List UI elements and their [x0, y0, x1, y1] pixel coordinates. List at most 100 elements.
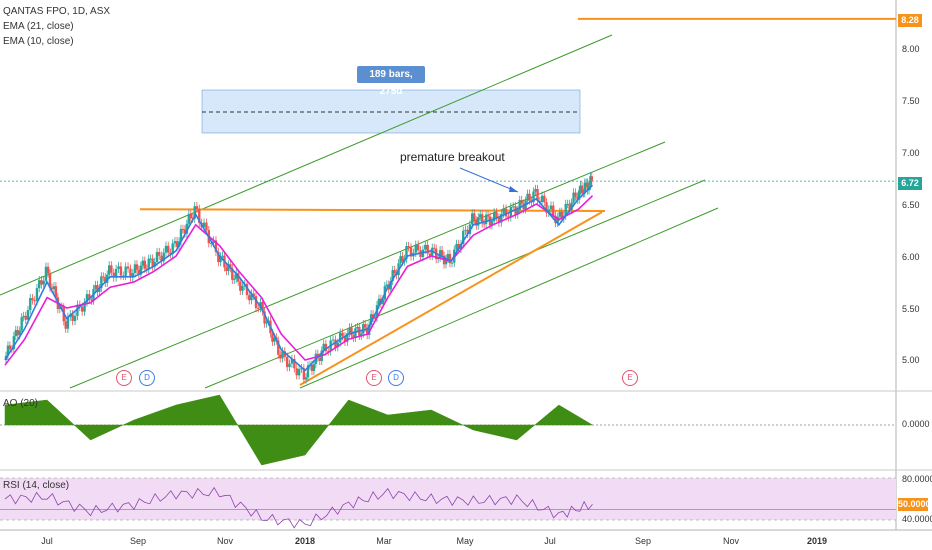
candle-body — [341, 332, 344, 337]
candle-body — [129, 268, 132, 278]
candle-body — [252, 293, 255, 297]
candle-body — [312, 364, 316, 372]
candle-body — [401, 256, 404, 262]
candle-body — [306, 365, 310, 378]
candle-body — [486, 214, 490, 217]
candle-body — [12, 336, 16, 350]
candle-body — [492, 212, 496, 222]
candle-body — [558, 211, 562, 217]
candle-body — [438, 250, 442, 258]
channel-line — [204, 179, 706, 389]
candle-body — [365, 327, 369, 335]
candle-body — [310, 364, 314, 372]
candle-body — [405, 246, 408, 260]
candle-body — [40, 280, 43, 285]
price-tick: 5.00 — [902, 355, 920, 365]
candle-body — [102, 276, 105, 278]
candle-body — [500, 213, 503, 223]
candle-body — [279, 354, 282, 359]
channel-line — [299, 207, 719, 389]
candle-body — [385, 284, 389, 287]
dividend-event-icon[interactable]: D — [388, 370, 404, 386]
candle-body — [572, 192, 575, 203]
candle-body — [518, 200, 521, 211]
candle-body — [574, 192, 577, 197]
candle-body — [175, 241, 179, 247]
candle-body — [440, 250, 444, 256]
candle-body — [324, 343, 328, 352]
candle-body — [263, 311, 266, 324]
candle-body — [33, 300, 36, 302]
candle-body — [76, 304, 79, 316]
ao-tick: 0.0000 — [902, 419, 930, 429]
candle-body — [504, 208, 508, 217]
candle-body — [245, 283, 249, 296]
candle-body — [360, 333, 363, 336]
candle-body — [490, 221, 494, 226]
candle-body — [433, 247, 436, 249]
dividend-event-icon[interactable]: D — [139, 370, 155, 386]
candle-body — [205, 222, 208, 231]
candle-body — [556, 216, 559, 223]
candle-body — [482, 223, 486, 225]
candle-body — [566, 203, 569, 205]
candle-body — [209, 242, 213, 244]
price-tick: 5.50 — [902, 304, 920, 314]
candle-body — [257, 307, 260, 309]
candle-body — [137, 269, 141, 275]
candle-body — [316, 353, 320, 358]
time-tick: Jul — [41, 536, 53, 546]
candle-body — [507, 216, 510, 218]
candle-body — [90, 299, 93, 301]
candle-body — [346, 333, 349, 342]
candle-body — [88, 294, 91, 300]
candle-body — [271, 333, 274, 342]
candle-body — [73, 315, 77, 322]
candle-body — [560, 211, 564, 219]
candle-body — [484, 214, 488, 224]
candle-body — [331, 339, 335, 341]
date-range-measure-label: 189 bars, 275d — [357, 66, 425, 97]
candle-body — [428, 253, 432, 257]
candle-body — [589, 176, 592, 186]
candle-body — [254, 296, 258, 308]
candle-body — [466, 229, 469, 234]
candle-body — [231, 268, 234, 280]
rsi-band — [0, 478, 896, 520]
candle-body — [448, 254, 452, 264]
candle-body — [60, 306, 63, 308]
candle-body — [141, 260, 145, 266]
ema10-line — [4, 184, 594, 372]
candle-body — [229, 264, 232, 269]
candle-body — [536, 189, 539, 202]
candle-body — [281, 351, 284, 359]
candle-body — [577, 190, 581, 200]
price-tick: 6.00 — [902, 252, 920, 262]
candle-body — [151, 258, 154, 267]
candle-body — [239, 281, 242, 291]
candle-body — [336, 342, 340, 348]
candle-body — [94, 285, 97, 289]
candle-body — [416, 244, 420, 251]
candle-body — [233, 278, 236, 280]
earnings-event-icon[interactable]: E — [622, 370, 638, 386]
candle-body — [455, 243, 458, 250]
candle-body — [532, 191, 535, 203]
ao-area — [4, 394, 594, 466]
candle-body — [16, 330, 19, 336]
earnings-event-icon[interactable]: E — [116, 370, 132, 386]
candle-body — [29, 298, 32, 310]
candle-body — [356, 326, 359, 329]
earnings-event-icon[interactable]: E — [366, 370, 382, 386]
candle-body — [295, 368, 298, 376]
candle-body — [58, 306, 62, 310]
candle-body — [352, 335, 355, 338]
candle-body — [570, 202, 573, 210]
rsi-mid-tag: 50.0000 — [898, 498, 931, 511]
candle-body — [241, 285, 244, 291]
candle-body — [202, 222, 206, 228]
candle-body — [143, 260, 146, 269]
candle-body — [583, 182, 586, 194]
